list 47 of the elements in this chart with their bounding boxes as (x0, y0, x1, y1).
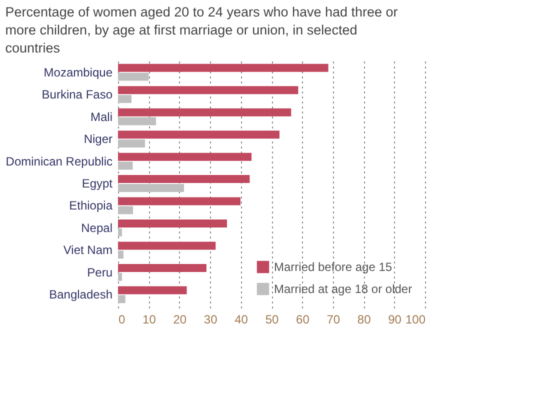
x-tick-label: 60 (296, 312, 310, 326)
x-tick-label: 0 (118, 312, 126, 326)
bar (118, 242, 216, 250)
bar (118, 72, 149, 81)
y-tick-label: Nepal (81, 220, 112, 235)
bar (118, 117, 156, 126)
y-tick-label: Viet Nam (63, 243, 112, 258)
x-tick-label: 80 (357, 312, 372, 326)
bar (118, 162, 133, 170)
bar (118, 264, 206, 272)
y-tick-label: Mozambique (44, 65, 113, 80)
bar (118, 139, 146, 148)
y-tick-label: Peru (87, 265, 112, 280)
x-tick-label: 50 (265, 312, 279, 326)
bar (118, 175, 250, 184)
y-tick-label: Burkina Faso (42, 88, 113, 102)
bar (118, 197, 240, 206)
bar (118, 272, 122, 281)
bar (118, 250, 124, 259)
bar (118, 64, 328, 72)
y-tick-label: Egypt (82, 176, 114, 190)
bar (118, 286, 187, 294)
bar (118, 184, 184, 192)
x-tick-label: 100 (405, 312, 426, 326)
x-tick-label: 10 (142, 312, 156, 326)
y-tick-label: Bangladesh (49, 288, 112, 302)
bar (118, 152, 252, 161)
x-tick-label: 90 (388, 312, 402, 326)
x-tick-label: 20 (173, 312, 187, 326)
x-tick-label: 30 (204, 312, 218, 326)
y-tick-label: Niger (84, 132, 112, 146)
legend-label: Married at age 18 or older (274, 282, 412, 296)
y-tick-label: Mali (90, 110, 112, 124)
bar (118, 86, 298, 94)
bar (118, 220, 227, 228)
x-tick-label: 70 (326, 312, 340, 326)
x-tick-label: 40 (234, 312, 248, 326)
bar (118, 108, 292, 116)
legend-label: Married before age 15 (274, 260, 392, 274)
y-tick-label: Ethiopia (69, 198, 113, 213)
chart-title: Percentage of women aged 20 to 24 years who have had three or more children, by age at first marriage or union, in selected countries (5, 4, 398, 56)
bar (118, 95, 132, 104)
y-tick-label: Dominican Republic (6, 154, 112, 168)
bar (118, 228, 122, 236)
bar (118, 206, 134, 214)
bar (118, 295, 126, 304)
bar (118, 130, 280, 139)
